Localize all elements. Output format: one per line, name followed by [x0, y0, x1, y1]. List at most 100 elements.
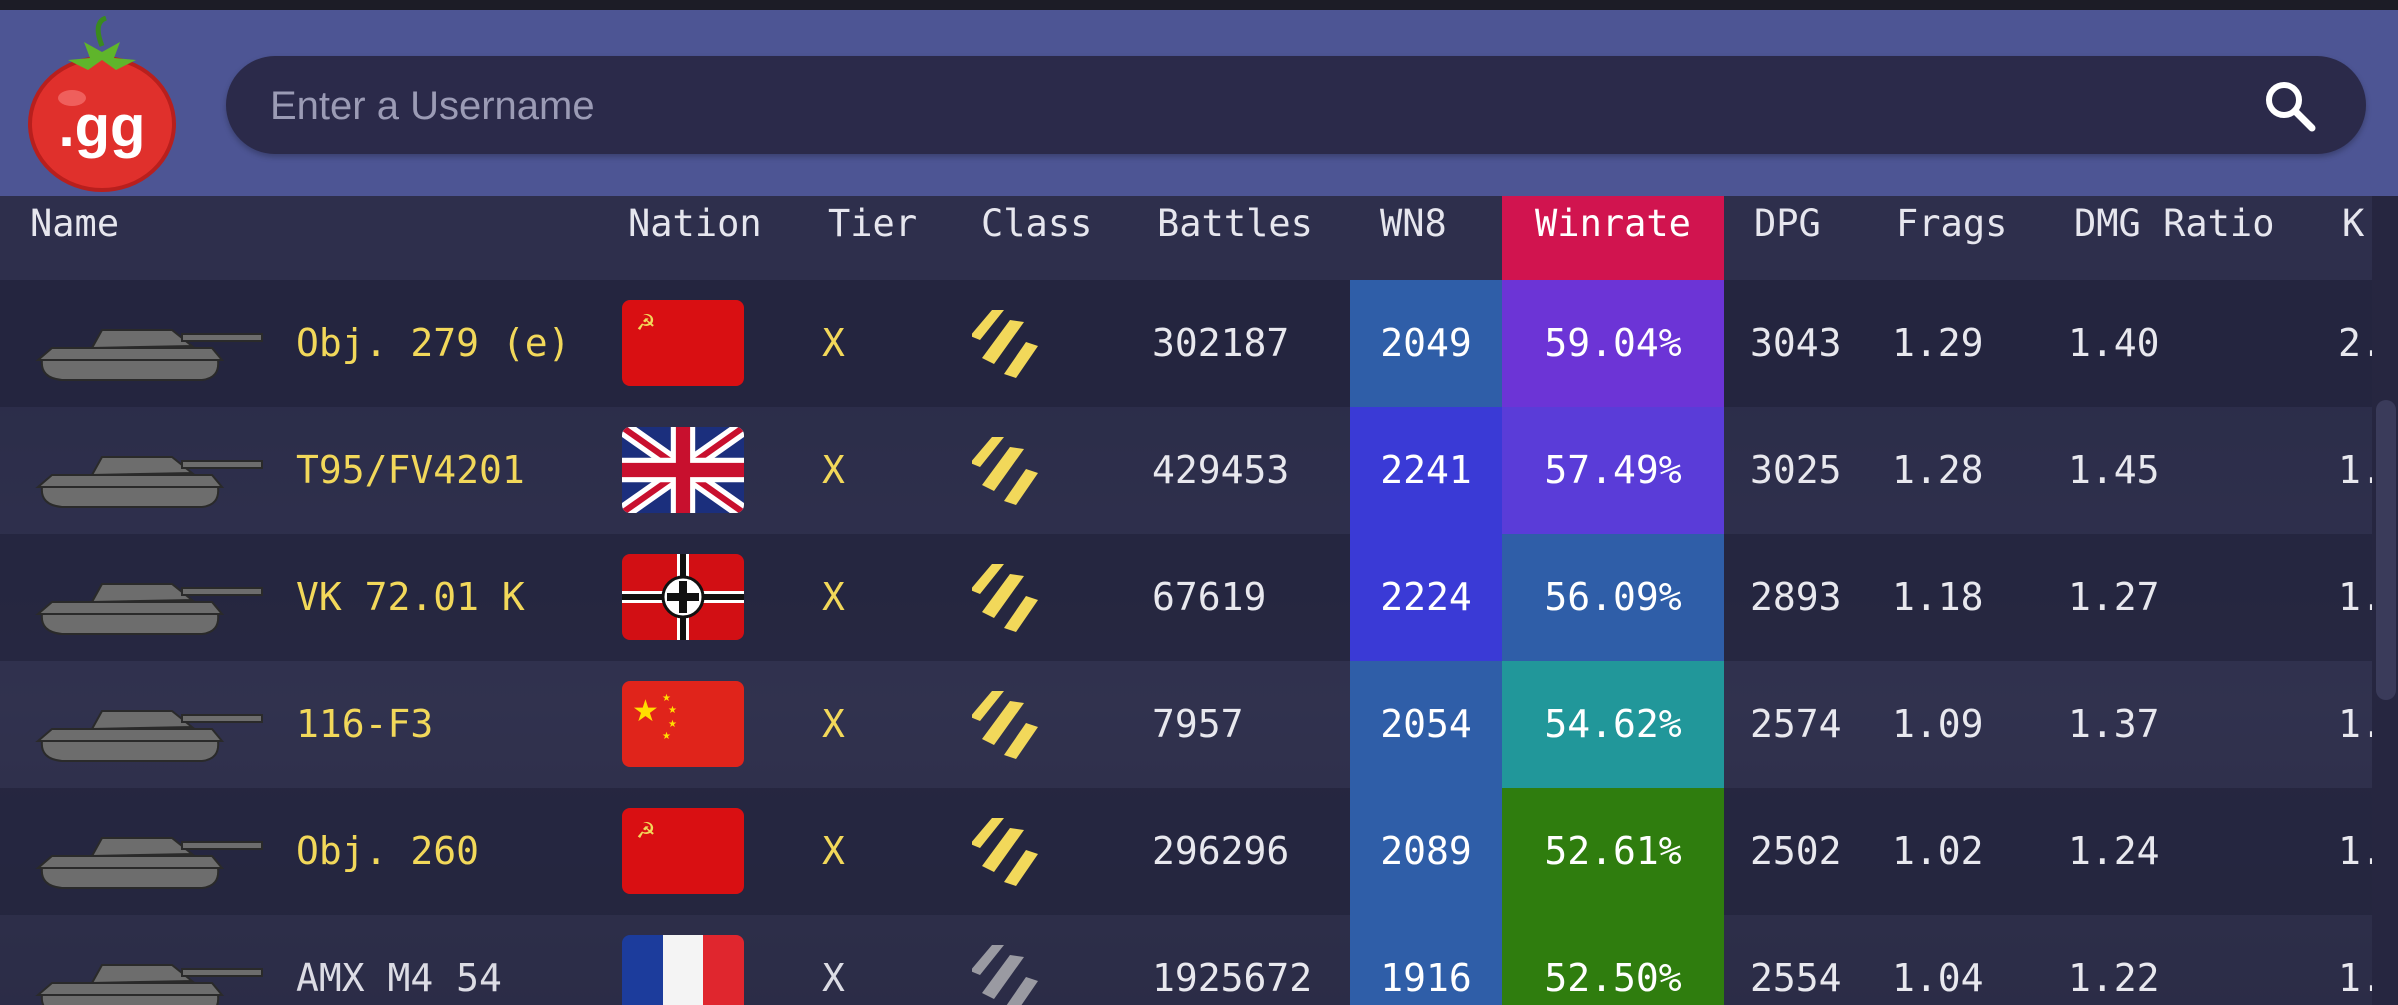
scrollbar-thumb[interactable] — [2376, 400, 2396, 700]
svg-text:☭: ☭ — [636, 311, 656, 336]
svg-text:☭: ☭ — [636, 819, 656, 844]
tank-table-body: Obj. 279 (e) ☭ X 302187 2049 59.04% 3043 1.29 1.… — [0, 280, 2372, 1005]
k-value: 1. — [2338, 829, 2372, 873]
frags-value: 1.29 — [1892, 321, 1984, 365]
svg-text:★: ★ — [668, 705, 677, 716]
tank-image — [22, 689, 272, 769]
nation-flag-icon: ★ ★ ★ ★ ★ — [622, 681, 744, 767]
dmg-ratio-value: 1.40 — [2068, 321, 2160, 365]
wn8-value: 2224 — [1350, 534, 1502, 661]
dpg-value: 2502 — [1750, 829, 1842, 873]
dpg-value: 3025 — [1750, 448, 1842, 492]
tank-image — [22, 308, 272, 388]
wn8-value: 2054 — [1350, 661, 1502, 788]
frags-value: 1.18 — [1892, 575, 1984, 619]
table-header: Name Nation Tier Class Battles WN8 Winra… — [0, 196, 2372, 280]
col-header-frags[interactable]: Frags — [1896, 202, 2008, 245]
col-header-dmg-ratio[interactable]: DMG Ratio — [2074, 202, 2275, 245]
k-value: 1. — [2338, 956, 2372, 1000]
tank-name[interactable]: 116-F3 — [296, 702, 434, 746]
col-header-winrate[interactable]: Winrate — [1502, 196, 1724, 280]
col-header-wn8[interactable]: WN8 — [1380, 202, 1447, 245]
dpg-value: 3043 — [1750, 321, 1842, 365]
col-header-nation[interactable]: Nation — [628, 202, 762, 245]
svg-text:★: ★ — [668, 719, 677, 730]
tank-name[interactable]: VK 72.01 K — [296, 575, 525, 619]
tank-name[interactable]: Obj. 279 (e) — [296, 321, 571, 365]
col-header-dpg[interactable]: DPG — [1754, 202, 1821, 245]
battles-value: 7957 — [1152, 702, 1244, 746]
tank-image — [22, 816, 272, 896]
heavy-tank-icon — [970, 433, 1038, 509]
k-value: 1. — [2338, 448, 2372, 492]
dmg-ratio-value: 1.22 — [2068, 956, 2160, 1000]
wn8-value: 2089 — [1350, 788, 1502, 915]
battles-value: 67619 — [1152, 575, 1267, 619]
col-header-battles[interactable]: Battles — [1157, 202, 1313, 245]
nation-flag-icon — [622, 935, 744, 1005]
heavy-tank-icon — [970, 687, 1038, 763]
nation-flag-icon — [622, 554, 744, 640]
nation-flag-icon: ☭ — [622, 300, 744, 386]
dmg-ratio-value: 1.24 — [2068, 829, 2160, 873]
svg-text:★: ★ — [662, 731, 671, 742]
search-bar — [226, 56, 2366, 156]
tier-value: X — [822, 956, 845, 1000]
table-row[interactable]: T95/FV4201 X 429453 2241 57.49% 3025 1.28 1.45 1… — [0, 407, 2372, 534]
k-value: 1. — [2338, 702, 2372, 746]
tier-value: X — [822, 829, 845, 873]
tank-image — [22, 435, 272, 515]
col-header-name[interactable]: Name — [30, 202, 120, 245]
tank-image — [22, 562, 272, 642]
svg-text:★: ★ — [632, 694, 659, 729]
winrate-value: 57.49% — [1502, 407, 1724, 534]
k-value: 1. — [2338, 575, 2372, 619]
tier-value: X — [822, 448, 845, 492]
tomato-logo[interactable]: .gg — [22, 16, 182, 192]
heavy-tank-icon — [970, 814, 1038, 890]
wn8-value: 2049 — [1350, 280, 1502, 407]
table-row[interactable]: AMX M4 54 X 1925672 1916 52.50% 2554 1.04 1.22 1… — [0, 915, 2372, 1005]
search-icon[interactable] — [2262, 78, 2318, 134]
heavy-tank-icon — [970, 306, 1038, 382]
frags-value: 1.28 — [1892, 448, 1984, 492]
col-header-class[interactable]: Class — [981, 202, 1093, 245]
col-header-k[interactable]: K — [2342, 202, 2365, 245]
tank-name[interactable]: Obj. 260 — [296, 829, 480, 873]
battles-value: 429453 — [1152, 448, 1290, 492]
frags-value: 1.09 — [1892, 702, 1984, 746]
tier-value: X — [822, 702, 845, 746]
winrate-value: 56.09% — [1502, 534, 1724, 661]
dpg-value: 2893 — [1750, 575, 1842, 619]
wn8-value: 2241 — [1350, 407, 1502, 534]
dmg-ratio-value: 1.27 — [2068, 575, 2160, 619]
battles-value: 302187 — [1152, 321, 1290, 365]
heavy-tank-icon — [970, 560, 1038, 636]
battles-value: 296296 — [1152, 829, 1290, 873]
dmg-ratio-value: 1.37 — [2068, 702, 2160, 746]
col-header-tier[interactable]: Tier — [828, 202, 918, 245]
svg-text:★: ★ — [662, 693, 671, 704]
dmg-ratio-value: 1.45 — [2068, 448, 2160, 492]
k-value: 2. — [2338, 321, 2372, 365]
winrate-value: 54.62% — [1502, 661, 1724, 788]
table-row[interactable]: Obj. 279 (e) ☭ X 302187 2049 59.04% 3043 1.29 1.… — [0, 280, 2372, 407]
username-search-input[interactable] — [268, 56, 2252, 156]
winrate-value: 59.04% — [1502, 280, 1724, 407]
winrate-value: 52.61% — [1502, 788, 1724, 915]
tank-name[interactable]: AMX M4 54 — [296, 956, 502, 1000]
frags-value: 1.04 — [1892, 956, 1984, 1000]
nation-flag-icon: ☭ — [622, 808, 744, 894]
battles-value: 1925672 — [1152, 956, 1313, 1000]
frags-value: 1.02 — [1892, 829, 1984, 873]
heavy-tank-icon — [970, 941, 1038, 1005]
nation-flag-icon — [622, 427, 744, 513]
tank-image — [22, 943, 272, 1005]
logo-text: .gg — [59, 94, 146, 159]
top-edge — [0, 0, 2398, 10]
tier-value: X — [822, 575, 845, 619]
tank-name[interactable]: T95/FV4201 — [296, 448, 525, 492]
